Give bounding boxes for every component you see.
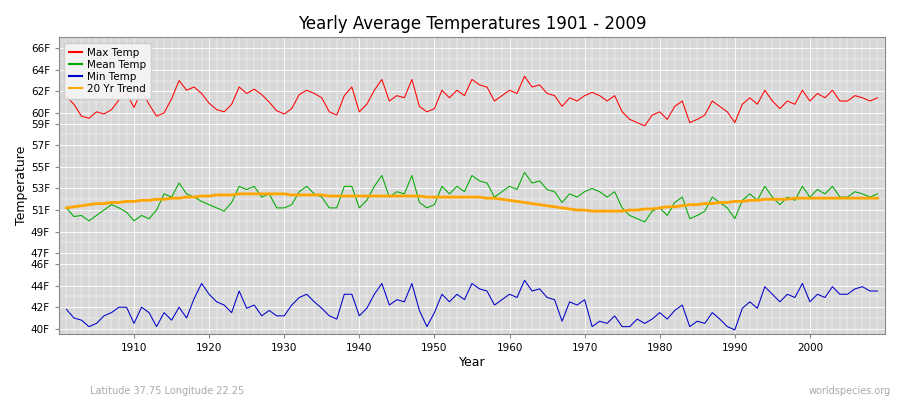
Text: Latitude 37.75 Longitude 22.25: Latitude 37.75 Longitude 22.25	[90, 386, 244, 396]
Y-axis label: Temperature: Temperature	[15, 146, 28, 226]
Text: worldspecies.org: worldspecies.org	[809, 386, 891, 396]
Legend: Max Temp, Mean Temp, Min Temp, 20 Yr Trend: Max Temp, Mean Temp, Min Temp, 20 Yr Tre…	[64, 42, 151, 99]
X-axis label: Year: Year	[459, 356, 485, 369]
Title: Yearly Average Temperatures 1901 - 2009: Yearly Average Temperatures 1901 - 2009	[298, 15, 646, 33]
